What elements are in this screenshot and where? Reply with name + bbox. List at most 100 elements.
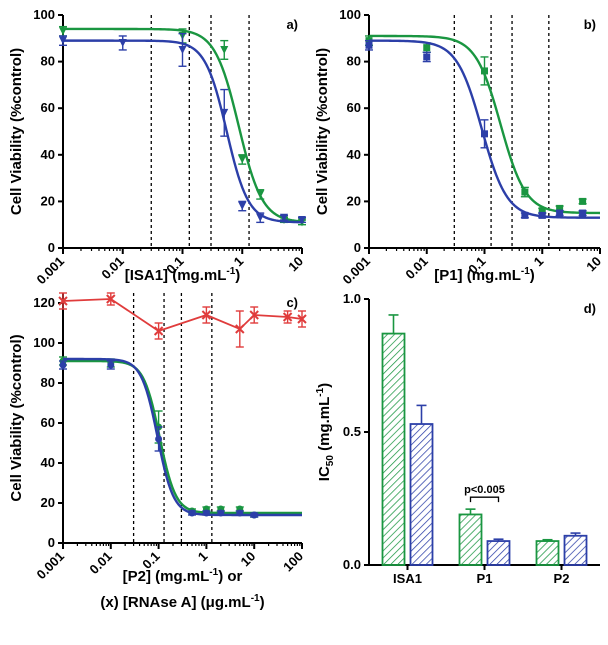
panel-2-data-point-blue xyxy=(59,361,67,369)
panel-0-y-tick-label: 60 xyxy=(41,100,55,115)
panel-2-data-point-red xyxy=(153,326,164,336)
panel-1-label: b) xyxy=(584,17,596,32)
panel-2-label: c) xyxy=(286,295,298,310)
panel-2-x-tick-label: 0.01 xyxy=(86,549,115,578)
panel-1-data-point-blue xyxy=(481,130,488,138)
panel-0-data-point-blue xyxy=(256,213,265,222)
panel-1-y-tick-label: 40 xyxy=(347,147,361,162)
panel-2-x-axis-label-line2: (x) [RNAse A] (μg.mL-1) xyxy=(100,593,264,611)
panel-0-data-point-blue xyxy=(280,213,289,222)
panel-1-data-point-blue xyxy=(579,209,587,217)
panel-0-y-tick-label: 80 xyxy=(41,54,55,69)
panel-0-y-tick-label: 40 xyxy=(41,147,55,162)
panel-1-data-point-green xyxy=(579,197,587,205)
panel-0-data-point-blue xyxy=(118,38,127,47)
panel-2-data-point-blue xyxy=(188,509,196,517)
panel-3-bar-blue xyxy=(486,540,511,566)
panel-2-x-tick-label: 1 xyxy=(195,549,211,565)
panel-2-x-tick-label: 10 xyxy=(237,549,258,570)
panel-2-data-point-red xyxy=(297,314,307,324)
panel-1-data-point-blue xyxy=(423,53,431,61)
panel-3-significance-label: p<0.005 xyxy=(464,484,505,496)
panel-0-x-tick-label: 0.001 xyxy=(34,254,68,288)
panel-3-bar-green xyxy=(381,332,406,566)
panel-3-bar-green xyxy=(458,513,483,566)
panel-0-data-point-green xyxy=(238,155,247,164)
panel-1-data-point-blue xyxy=(538,211,546,219)
panel-0-data-point-green xyxy=(256,190,265,199)
panel-0-y-tick-label: 0 xyxy=(48,240,55,255)
panel-3-category-label: P1 xyxy=(477,571,493,586)
panel-1-data-point-green xyxy=(556,204,564,212)
panel-2-series-line-red xyxy=(62,298,303,332)
panel-2-data-point-blue xyxy=(217,509,225,517)
panel-2-fit-curve-blue xyxy=(63,357,302,517)
panel-0-data-point-blue xyxy=(238,202,247,211)
panel-1-data-point-green xyxy=(521,188,529,196)
panel-0-data-point-blue xyxy=(298,216,306,225)
panel-2-data-point-red xyxy=(282,312,293,322)
panel-3-y-tick-label: 0.0 xyxy=(343,557,361,572)
panel-0-y-axis-label: Cell Viability (%control) xyxy=(8,48,25,215)
panel-2-y-tick-label: 100 xyxy=(33,335,55,350)
panel-1-y-axis-label: Cell Viability (%control) xyxy=(314,48,331,215)
panel-1-x-tick-label: 0.001 xyxy=(340,254,374,288)
panel-2-data-point-red xyxy=(106,294,116,304)
panel-1-x-tick-label: 0.01 xyxy=(402,254,431,283)
panel-1-x-axis-label: [P1] (mg.mL-1) xyxy=(434,266,535,284)
panel-0-data-point-green xyxy=(220,45,229,54)
panel-3-y-tick-label: 0.5 xyxy=(343,424,361,439)
panel-0-y-tick-label: 100 xyxy=(33,7,55,22)
panel-1-y-tick-label: 20 xyxy=(347,193,361,208)
panel-0-y-tick-label: 20 xyxy=(41,193,55,208)
panel-2-y-tick-label: 80 xyxy=(41,375,55,390)
panel-1-y-tick-label: 0 xyxy=(354,240,361,255)
panel-3-bar-green xyxy=(535,540,560,566)
panel-2-y-tick-label: 20 xyxy=(41,495,55,510)
panel-0-fit-curve-blue xyxy=(63,39,303,224)
panel-3-bar-blue xyxy=(563,534,588,566)
panel-2-data-point-blue xyxy=(202,509,210,517)
panel-0-x-tick-label: 0.01 xyxy=(98,254,127,283)
panel-2-x-tick-label: 100 xyxy=(280,549,306,575)
panel-0-data-point-green xyxy=(59,27,67,36)
panel-1-data-point-green xyxy=(538,207,546,215)
panel-0-data-point-blue xyxy=(178,45,187,54)
panel-3-category-label: ISA1 xyxy=(393,571,422,586)
panel-2-fit-curve-green xyxy=(63,359,302,515)
panel-1-data-point-green xyxy=(481,67,488,75)
panel-2-y-tick-label: 60 xyxy=(41,415,55,430)
panel-1-data-point-blue xyxy=(365,41,373,49)
panel-1-y-tick-label: 100 xyxy=(339,7,361,22)
panel-1-y-tick-label: 80 xyxy=(347,54,361,69)
panel-0-data-point-blue xyxy=(220,108,229,117)
panel-2-data-point-red xyxy=(201,310,212,320)
panel-2-data-point-blue xyxy=(155,435,163,443)
panel-2-data-point-blue xyxy=(250,511,258,519)
panel-2-data-point-blue xyxy=(236,509,244,517)
panel-1-data-point-blue xyxy=(521,211,529,219)
panel-2-y-tick-label: 40 xyxy=(41,455,55,470)
panel-2-data-point-red xyxy=(58,296,68,306)
panel-1-data-point-green xyxy=(423,44,431,52)
panel-3-significance-bracket xyxy=(469,496,500,503)
panel-2-x-axis-label: [P2] (mg.mL-1) or xyxy=(123,567,243,585)
panel-0-label: a) xyxy=(286,17,298,32)
panel-2-y-axis-label: Cell Viability (%control) xyxy=(8,334,25,501)
panel-2-y-tick-label: 0 xyxy=(48,535,55,550)
panel-0-x-axis-label: [ISA1] (mg.mL-1) xyxy=(125,266,241,284)
panel-1-data-point-blue xyxy=(556,209,564,217)
panel-1-y-tick-label: 60 xyxy=(347,100,361,115)
panel-2-data-point-red xyxy=(249,310,259,320)
panel-0-data-point-blue xyxy=(59,36,67,45)
panel-3-y-tick-label: 1.0 xyxy=(343,291,361,306)
panel-2-data-point-red xyxy=(235,324,245,334)
panel-3-bar-blue xyxy=(409,423,434,566)
panel-3-y-axis-label: IC50 (mg.mL-1) xyxy=(315,383,336,481)
panel-3-label: d) xyxy=(584,301,596,316)
panel-2-x-tick-label: 0.001 xyxy=(34,549,68,583)
panel-2-data-point-blue xyxy=(107,361,115,369)
panel-0-x-tick-label: 10 xyxy=(285,254,306,275)
panel-2-y-tick-label: 120 xyxy=(33,295,55,310)
